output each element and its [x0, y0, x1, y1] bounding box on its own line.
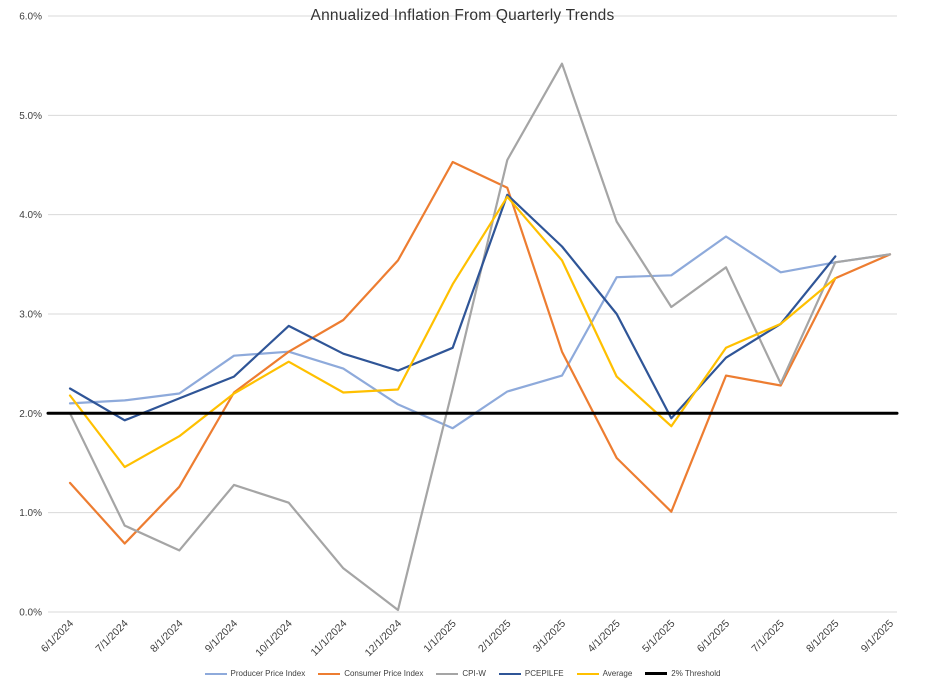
- series-line-consumer-price-index: [68, 160, 892, 545]
- legend-label-consumer-price-index: Consumer Price Index: [344, 669, 424, 678]
- series-line-cpi-w: [68, 62, 892, 612]
- y-tick-label: 3.0%: [19, 310, 42, 321]
- y-tick-label: 6.0%: [19, 12, 42, 23]
- legend-swatch-average: [576, 672, 599, 675]
- x-tick-label: 8/1/2025: [804, 618, 841, 655]
- y-tick-label: 4.0%: [19, 210, 42, 221]
- legend-swatch-pcepilfe: [498, 672, 521, 675]
- x-tick-label: 7/1/2024: [93, 618, 130, 655]
- legend-item-2-threshold: 2% Threshold: [645, 669, 720, 678]
- x-tick-label: 9/1/2025: [859, 618, 896, 655]
- x-tick-label: 1/1/2025: [421, 618, 458, 655]
- chart-legend: Producer Price Index Consumer Price Index…: [0, 669, 925, 678]
- legend-label-pcepilfe: PCEPILFE: [524, 669, 564, 678]
- legend-label-2-threshold: 2% Threshold: [671, 669, 721, 678]
- legend-item-producer-price-index: Producer Price Index: [204, 669, 306, 678]
- legend-item-cpi-w: CPI-W: [436, 669, 486, 678]
- x-tick-label: 7/1/2025: [749, 618, 786, 655]
- x-tick-label: 8/1/2024: [148, 618, 185, 655]
- legend-item-consumer-price-index: Consumer Price Index: [318, 669, 423, 678]
- legend-item-pcepilfe: PCEPILFE: [498, 669, 564, 678]
- x-tick-label: 6/1/2025: [695, 618, 732, 655]
- series-line-producer-price-index: [68, 235, 892, 430]
- y-tick-label: 1.0%: [19, 508, 42, 519]
- legend-swatch-cpi-w: [436, 672, 459, 675]
- legend-swatch-2-threshold: [645, 672, 668, 675]
- legend-label-cpi-w: CPI-W: [462, 669, 486, 678]
- x-tick-label: 6/1/2024: [39, 618, 76, 655]
- chart-title: Annualized Inflation From Quarterly Tren…: [310, 7, 615, 24]
- x-tick-label: 11/1/2024: [308, 618, 349, 659]
- x-tick-label: 2/1/2025: [476, 618, 513, 655]
- x-tick-label: 9/1/2024: [203, 618, 240, 655]
- legend-swatch-consumer-price-index: [318, 672, 341, 675]
- x-tick-label: 12/1/2024: [363, 618, 405, 660]
- x-tick-label: 10/1/2024: [253, 618, 295, 660]
- x-tick-label: 5/1/2025: [640, 618, 677, 655]
- legend-swatch-producer-price-index: [204, 672, 227, 675]
- legend-label-producer-price-index: Producer Price Index: [230, 669, 306, 678]
- series-line-average: [68, 195, 837, 469]
- legend-item-average: Average: [576, 669, 633, 678]
- x-tick-label: 4/1/2025: [585, 618, 622, 655]
- y-tick-label: 5.0%: [19, 111, 42, 122]
- x-tick-label: 3/1/2025: [531, 618, 568, 655]
- legend-label-average: Average: [602, 669, 633, 678]
- y-tick-label: 2.0%: [19, 409, 42, 420]
- series-line-pcepilfe: [68, 193, 837, 422]
- y-tick-label: 0.0%: [19, 608, 42, 619]
